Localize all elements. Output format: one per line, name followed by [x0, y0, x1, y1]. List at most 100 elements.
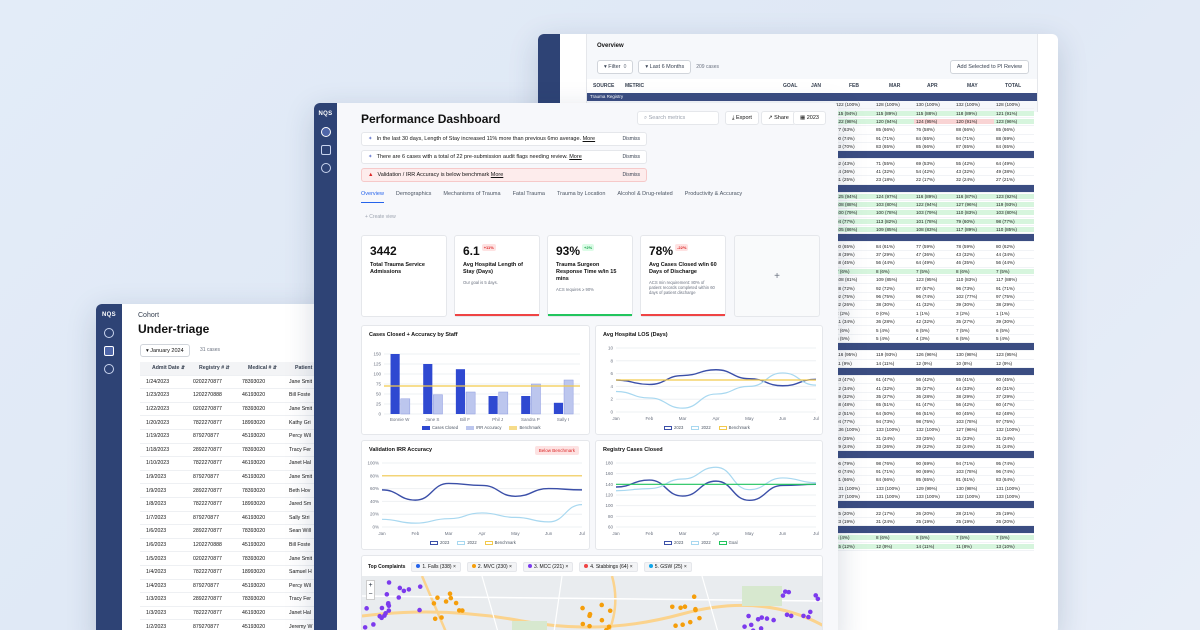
incident-dot[interactable]	[443, 599, 449, 604]
table-row[interactable]: 1/18/2023 2892270877 78393020 Tracy Fer	[140, 444, 334, 458]
incident-dot[interactable]	[599, 602, 605, 608]
incident-dot[interactable]	[364, 606, 369, 611]
table-row[interactable]: 1/22/2023 0202270877 78393020 Jane Smit	[140, 403, 334, 417]
table-row[interactable]: 1/4/2023 7822270877 18993020 Samuel H	[140, 566, 334, 580]
incident-dot[interactable]	[815, 596, 821, 602]
kpi-length-of-stay[interactable]: 6.1 +11% Avg Hospital Length of Stay (Day…	[454, 235, 540, 317]
tab-overview[interactable]: Overview	[361, 191, 384, 203]
chart-registry-cases[interactable]: Registry Cases Closed 180 160 140 120 100 80 6…	[595, 440, 823, 550]
incident-dot[interactable]	[397, 585, 403, 591]
home-icon[interactable]	[104, 328, 114, 338]
month-picker[interactable]: ▾ January 2024	[140, 344, 190, 357]
complaint-filter-tag[interactable]: 1. Falls (338) ×	[411, 562, 461, 572]
chart-validation-irr[interactable]: Validation IRR Accuracy Below Benchmark …	[361, 440, 590, 550]
incident-dot[interactable]	[587, 623, 592, 629]
bar-cases-closed[interactable]	[423, 364, 433, 414]
table-row[interactable]: 1/20/2023 7822270877 18993020 Kathy Gri	[140, 416, 334, 430]
bar-cases-closed[interactable]	[553, 402, 564, 414]
bar-irr-accuracy[interactable]	[433, 394, 443, 415]
incident-dot[interactable]	[682, 604, 688, 610]
incident-dot[interactable]	[669, 604, 675, 610]
tab-mechanisms[interactable]: Mechanisms of Trauma	[443, 191, 501, 197]
kpi-cases-closed[interactable]: 78% -22% Avg Cases Closed w/in 60 Days of…	[640, 235, 726, 317]
incident-dot[interactable]	[456, 608, 462, 613]
incident-dot[interactable]	[599, 617, 605, 623]
incident-dot[interactable]	[386, 608, 392, 613]
incident-dot[interactable]	[406, 587, 412, 592]
zoom-in-button[interactable]: +	[368, 582, 373, 589]
chart-cases-closed[interactable]: Cases Closed + Accuracy by Staff 150 125 1…	[361, 325, 590, 435]
incident-dot[interactable]	[386, 580, 392, 585]
more-link[interactable]: More	[490, 172, 504, 178]
col-medical[interactable]: Medical # ⇵	[248, 365, 278, 372]
incident-dot[interactable]	[771, 617, 776, 623]
series-line-1[interactable]	[381, 504, 583, 524]
incident-dot[interactable]	[401, 588, 407, 594]
incident-dot[interactable]	[587, 611, 593, 617]
series-line-1[interactable]	[615, 466, 817, 492]
incident-dot[interactable]	[673, 623, 678, 629]
clipboard-icon[interactable]	[104, 346, 114, 356]
incident-dot[interactable]	[384, 592, 390, 597]
table-row[interactable]: 1/9/2023 879270877 45193020 Jane Smit	[140, 471, 334, 485]
table-row[interactable]: 1/5/2023 0202270877 78393020 Jane Smit	[140, 552, 334, 566]
complaint-filter-tag[interactable]: 5. GSW (25) ×	[643, 562, 692, 572]
series-line-0[interactable]	[381, 482, 583, 501]
series-line-1[interactable]	[615, 372, 817, 409]
incident-dot[interactable]	[788, 613, 794, 619]
bar-cases-closed[interactable]	[521, 396, 531, 414]
incident-dot[interactable]	[755, 616, 761, 622]
incident-dot[interactable]	[453, 600, 459, 606]
incident-dot[interactable]	[693, 607, 698, 613]
incident-dot[interactable]	[784, 612, 790, 618]
incident-dot[interactable]	[396, 595, 402, 600]
add-kpi-button[interactable]: +	[734, 235, 820, 317]
tab-fatal-trauma[interactable]: Fatal Trauma	[512, 191, 545, 197]
incident-dot[interactable]	[764, 616, 770, 621]
map-canvas[interactable]: + −	[362, 576, 822, 630]
incident-dot[interactable]	[691, 594, 697, 600]
col-admit-date[interactable]: Admit Date ⇵	[152, 365, 186, 372]
more-link[interactable]: More	[582, 136, 596, 142]
filter-button[interactable]: ▾ Filter 0	[597, 60, 634, 74]
table-row[interactable]: 1/19/2023 879270877 45193020 Percy Wil	[140, 430, 334, 444]
incident-dot[interactable]	[748, 622, 754, 628]
incident-dot[interactable]	[417, 607, 422, 613]
incident-dot[interactable]	[431, 601, 437, 606]
incident-dot[interactable]	[371, 622, 376, 627]
incident-dot[interactable]	[801, 613, 806, 619]
incident-dot[interactable]	[606, 624, 612, 630]
dismiss-button[interactable]: Dismiss	[622, 136, 641, 142]
export-button[interactable]: ⤓ Export	[725, 111, 759, 125]
more-link[interactable]: More	[569, 154, 582, 160]
dismiss-button[interactable]: Dismiss	[622, 172, 641, 178]
bar-irr-accuracy[interactable]	[563, 379, 574, 415]
table-row[interactable]: 1/8/2023 7822270877 18993020 Jared Sm	[140, 498, 334, 512]
series-line-0[interactable]	[615, 479, 817, 502]
bar-irr-accuracy[interactable]	[465, 391, 476, 415]
bar-cases-closed[interactable]	[455, 369, 466, 414]
chart-avg-los[interactable]: Avg Hospital LOS (Days) 10 8 6 4 2 0 Jan Feb Mar…	[595, 325, 823, 435]
complaint-filter-tag[interactable]: 2. MVC (230) ×	[466, 562, 517, 572]
incident-dot[interactable]	[382, 613, 387, 618]
complaint-filter-tag[interactable]: 4. Stabbings (64) ×	[579, 562, 638, 572]
create-view-button[interactable]: + Create view	[365, 214, 396, 220]
tab-demographics[interactable]: Demographics	[395, 191, 432, 197]
incident-dot[interactable]	[580, 605, 585, 611]
bar-irr-accuracy[interactable]	[531, 383, 541, 415]
tab-location[interactable]: Trauma by Location	[556, 191, 606, 197]
table-row[interactable]: 1/9/2023 2892270877 78393020 Beth Hov	[140, 484, 334, 498]
incident-dot[interactable]	[746, 613, 751, 619]
incident-dot[interactable]	[362, 625, 368, 630]
incident-dot[interactable]	[780, 593, 786, 598]
bar-irr-accuracy[interactable]	[400, 398, 411, 415]
incident-dot[interactable]	[786, 589, 792, 595]
incident-dot[interactable]	[697, 615, 702, 621]
table-row[interactable]: 1/4/2023 879270877 45193020 Percy Wil	[140, 580, 334, 594]
incident-dot[interactable]	[379, 605, 385, 611]
user-icon[interactable]	[104, 364, 114, 374]
incident-dot[interactable]	[806, 614, 811, 620]
table-row[interactable]: 1/6/2023 1202270888 45193020 Bill Foste	[140, 539, 334, 553]
table-row[interactable]: 1/7/2023 879270877 46193020 Sally Stri	[140, 512, 334, 526]
incident-dot[interactable]	[759, 615, 765, 620]
